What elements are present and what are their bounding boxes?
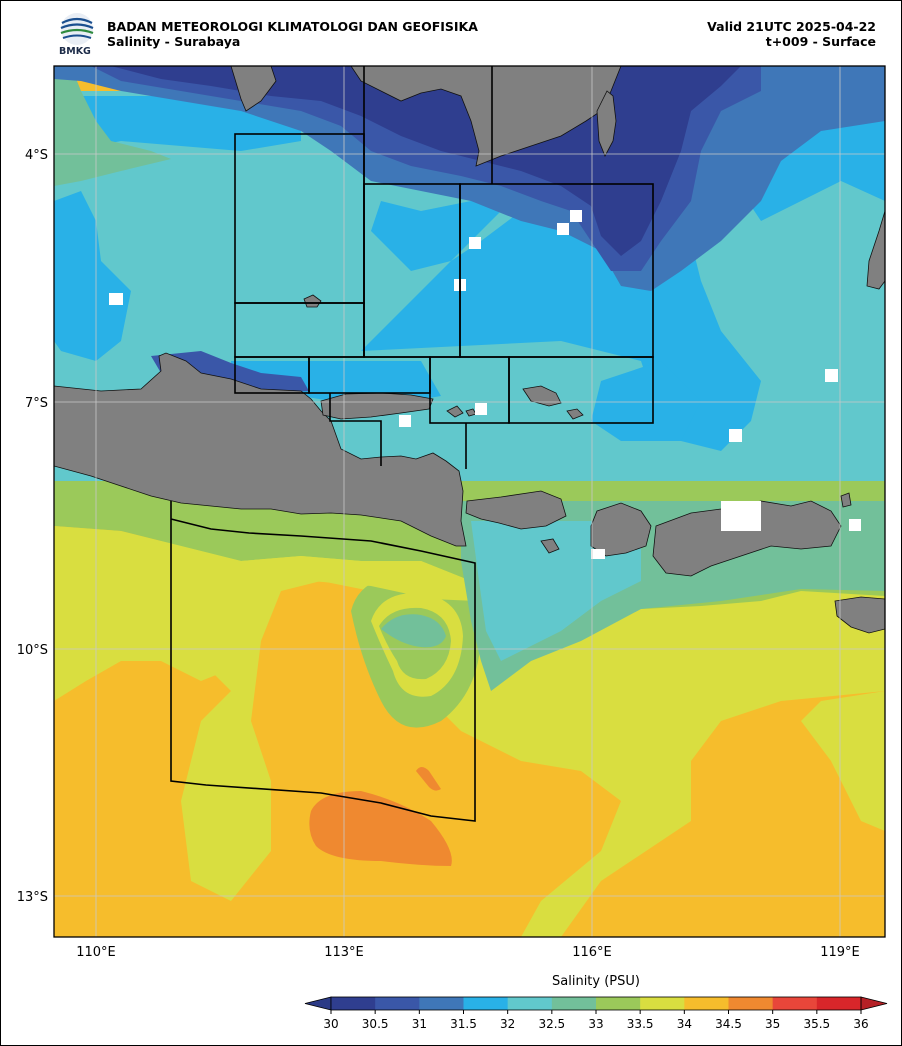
colorbar-tick-label: 35.5 — [803, 1017, 830, 1031]
field-34-coast — [54, 526, 476, 601]
colorbar-swatch — [684, 997, 729, 1010]
colorbar-tick-label: 31.5 — [450, 1017, 477, 1031]
colorbar-title: Salinity (PSU) — [552, 974, 640, 989]
graticule — [54, 66, 885, 937]
land-sumba — [834, 596, 885, 634]
salinity-map — [54, 66, 885, 937]
colorbar-tick-label: 33 — [588, 1017, 603, 1031]
field-32-lombok — [591, 361, 701, 441]
colorbar-tick-label: 32.5 — [538, 1017, 565, 1031]
y-axis-labels: 4°S 7°S 10°S 13°S — [17, 148, 48, 905]
colorbar-under-arrow — [304, 996, 332, 1011]
land-bawean — [303, 294, 322, 308]
field-32-west — [54, 191, 131, 361]
land-java — [54, 352, 467, 547]
colorbar-swatch — [375, 997, 420, 1010]
colorbar-swatch — [640, 997, 685, 1010]
land-kangean — [522, 385, 562, 407]
colorbar: 30 30.5 31 31.5 32 32.5 33 33.5 34 34.5 35 35.5 36 — [304, 996, 888, 1031]
zone-boundaries — [170, 66, 654, 822]
land-lombok — [590, 502, 652, 557]
colorbar-tick-label: 34 — [677, 1017, 692, 1031]
y-tick-label: 13°S — [17, 890, 48, 905]
x-tick-label: 113°E — [324, 945, 364, 960]
land-island-small-a — [566, 408, 584, 420]
logo-text: BMKG — [59, 46, 91, 57]
bmkg-logo: BMKG — [59, 13, 94, 57]
y-tick-label: 10°S — [17, 643, 48, 658]
zone-line-3 — [329, 393, 382, 466]
forecast-lead: t+009 - Surface — [766, 34, 876, 49]
zone-south-polygon — [170, 501, 476, 822]
nodata-masks — [109, 210, 861, 559]
colorbar-tick-label: 36 — [853, 1017, 868, 1031]
colorbar-swatch — [419, 997, 464, 1010]
colorbar-tick-label: 32 — [500, 1017, 515, 1031]
colorbar-over-arrow — [860, 996, 888, 1011]
x-tick-label: 110°E — [76, 945, 116, 960]
colorbar-swatch — [331, 997, 376, 1010]
x-axis-labels: 110°E 113°E 116°E 119°E — [76, 945, 860, 960]
colorbar-swatch — [728, 997, 774, 1010]
colorbar-tick-label: 31 — [412, 1017, 427, 1031]
colorbar-tick-label: 33.5 — [627, 1017, 654, 1031]
map-border — [53, 65, 886, 938]
land-sapudi — [446, 405, 464, 418]
x-tick-label: 119°E — [820, 945, 860, 960]
field-33-west — [54, 66, 171, 186]
colorbar-tick-label: 30.5 — [362, 1017, 389, 1031]
field-31-java-coast — [151, 351, 309, 393]
land-sulawesi — [866, 210, 885, 290]
y-tick-label: 4°S — [25, 148, 48, 163]
land-bali — [465, 490, 567, 530]
land-laut-island — [596, 90, 617, 157]
field-34-south — [54, 541, 885, 937]
valid-time: Valid 21UTC 2025-04-22 — [707, 19, 876, 34]
colorbar-tick-label: 30 — [323, 1017, 338, 1031]
land-kalimantan-west — [230, 66, 277, 112]
zone-box-8 — [508, 356, 654, 424]
colorbar-swatch — [816, 997, 862, 1010]
land-flores-west — [840, 492, 852, 508]
colorbar-tick-label: 34.5 — [715, 1017, 742, 1031]
field-35-small — [416, 767, 441, 791]
colorbar-swatch — [551, 997, 597, 1010]
product-title: Salinity - Surabaya — [107, 34, 240, 49]
colorbar-swatch — [596, 997, 641, 1010]
field-34-southeast — [801, 691, 885, 831]
field-35-south — [309, 791, 452, 866]
land-nusa-penida — [540, 538, 560, 554]
field-33-eddy-core — [381, 614, 446, 648]
colorbar-swatch — [772, 997, 818, 1010]
field-34-southwest — [54, 541, 226, 701]
x-tick-label: 116°E — [572, 945, 612, 960]
agency-title: BADAN METEOROLOGI KLIMATOLOGI DAN GEOFIS… — [107, 19, 478, 34]
colorbar-swatch — [463, 997, 509, 1010]
colorbar-swatch — [507, 997, 553, 1010]
colorbar-tick-label: 35 — [765, 1017, 780, 1031]
y-tick-label: 7°S — [25, 396, 48, 411]
